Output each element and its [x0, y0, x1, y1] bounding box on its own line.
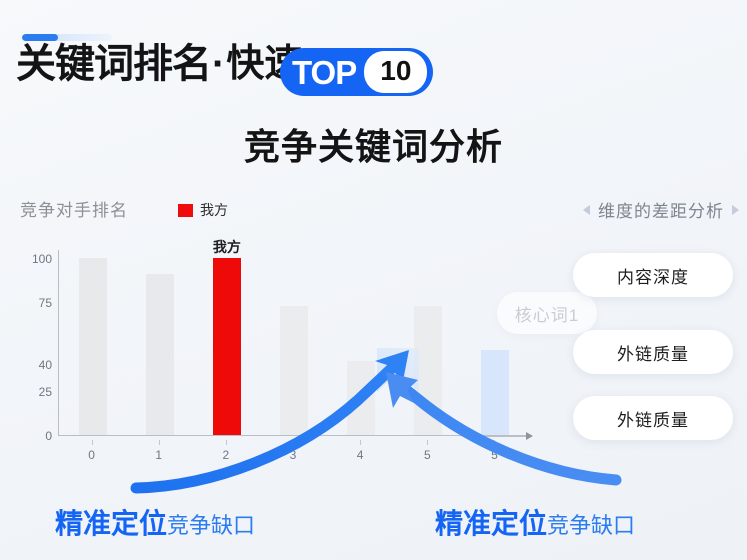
x-axis-tick: 5	[491, 448, 498, 462]
bar	[481, 349, 510, 435]
y-axis-tick: 75	[38, 296, 52, 311]
x-axis-notch	[360, 440, 362, 445]
y-axis: 100 75 40 25 0	[14, 250, 52, 443]
x-axis-tick: 5	[423, 448, 431, 462]
chevron-right-icon[interactable]	[732, 204, 739, 215]
highlighted-bar-label: 我方	[212, 238, 241, 255]
x-axis: 0 1 2 3 4 5 5	[58, 440, 528, 464]
chart-section-title: 竞争对手排名	[20, 201, 128, 220]
bar	[414, 305, 443, 435]
chart-plot-area: 我方	[58, 239, 528, 436]
dimension-pill-1[interactable]: 外链质量	[573, 330, 733, 374]
caption-left-primary: 精准定位	[55, 508, 168, 539]
caption-right: 精准定位 竞争缺口	[435, 502, 635, 542]
x-axis-notch	[158, 440, 160, 445]
bar	[145, 273, 174, 435]
y-axis-tick: 0	[45, 429, 52, 443]
x-axis-extension	[484, 435, 530, 437]
x-axis-tick: 1	[155, 448, 163, 462]
caption-right-secondary: 竞争缺口	[547, 513, 636, 538]
bar-chart: 100 75 40 25 0 我方 0 1 2 3 4 5 5	[14, 239, 534, 462]
y-axis-tick: 100	[31, 251, 52, 266]
x-axis-notch	[293, 440, 294, 445]
top-badge-word: TOP	[292, 53, 357, 91]
caption-right-primary: 精准定位	[435, 508, 548, 539]
chart-legend: 我方	[178, 200, 228, 220]
headline: 关键词排名 · 快速	[16, 44, 302, 84]
legend-label: 我方	[200, 202, 228, 218]
x-axis-notch	[494, 440, 496, 445]
headline-main-text: 关键词排名	[16, 42, 212, 86]
x-axis-tick: 3	[289, 448, 297, 462]
page-title: 竞争关键词分析	[243, 126, 503, 167]
top-badge-number: 10	[364, 51, 428, 93]
caption-left-secondary: 竞争缺口	[167, 513, 256, 538]
caption-left: 精准定位 竞争缺口	[55, 502, 255, 542]
dimension-pill-0[interactable]: 内容深度	[573, 253, 733, 297]
top-badge: TOP 10	[280, 48, 434, 96]
bar	[347, 360, 376, 435]
headline-separator-dot: ·	[212, 42, 226, 86]
ghost-keyword-pill: 核心词1	[497, 292, 597, 334]
x-axis-tick: 2	[222, 448, 230, 462]
bar	[280, 305, 308, 435]
x-axis-tick: 4	[356, 448, 364, 462]
chevron-left-icon[interactable]	[583, 204, 590, 215]
progress-bar	[22, 34, 112, 41]
y-axis-tick: 25	[38, 384, 52, 399]
x-axis-arrow-icon	[526, 432, 533, 440]
legend-color-swatch	[178, 203, 193, 217]
x-axis-notch	[91, 440, 93, 445]
right-section-header: 维度的差距分析	[583, 197, 739, 222]
x-axis-notch	[225, 440, 227, 445]
bar	[78, 257, 107, 435]
bar-highlighted	[212, 257, 241, 435]
x-axis-tick: 0	[88, 448, 95, 462]
progress-bar-fill	[22, 34, 58, 41]
y-axis-tick: 40	[38, 358, 52, 373]
right-section-title: 维度的差距分析	[598, 202, 724, 221]
x-axis-notch	[427, 440, 429, 445]
dimension-pill-2[interactable]: 外链质量	[573, 396, 733, 440]
